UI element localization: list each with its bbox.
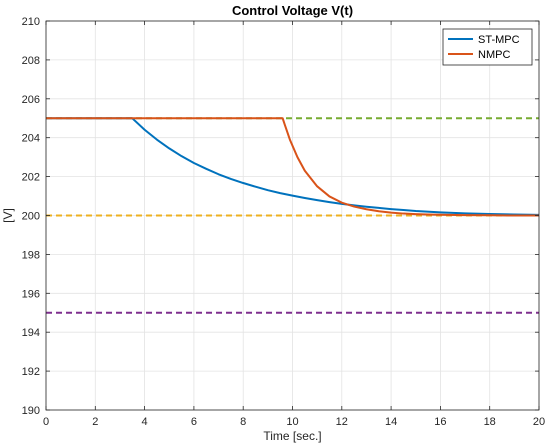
y-tick-label: 194 [22, 327, 40, 339]
chart-title: Control Voltage V(t) [232, 3, 353, 18]
y-tick-labels: 190 192 194 196 198 200 202 204 206 208 210 [22, 16, 539, 417]
y-tick-label: 200 [22, 211, 40, 223]
x-tick-label: 4 [142, 416, 148, 428]
x-tick-label: 6 [191, 416, 197, 428]
x-tick-label: 0 [43, 416, 49, 428]
x-tick-label: 20 [533, 416, 545, 428]
legend-box [442, 28, 533, 66]
x-tick-label: 8 [240, 416, 246, 428]
y-axis-label: [V] [1, 208, 15, 223]
y-tick-label: 198 [22, 249, 40, 261]
x-tick-label: 2 [92, 416, 98, 428]
y-tick-label: 208 [22, 55, 40, 67]
x-tick-label: 16 [434, 416, 446, 428]
legend: ST-MPC NMPC [442, 28, 533, 66]
series-line-nmpc [46, 117, 539, 217]
x-tick-label: 10 [286, 416, 298, 428]
y-tick-label: 210 [22, 16, 40, 28]
x-tick-label: 12 [336, 416, 348, 428]
series-line-st-mpc [46, 117, 540, 216]
x-tick-labels: 0 2 4 6 8 10 12 14 16 18 20 [43, 21, 545, 428]
legend-label: NMPC [478, 49, 510, 61]
x-tick-label: 18 [484, 416, 496, 428]
series-layer [46, 117, 540, 314]
y-tick-label: 202 [22, 172, 40, 184]
y-tick-label: 206 [22, 94, 40, 106]
legend-label: ST-MPC [478, 34, 520, 46]
x-axis-label: Time [sec.] [263, 429, 321, 443]
y-tick-label: 196 [22, 288, 40, 300]
x-tick-label: 14 [385, 416, 397, 428]
y-tick-label: 190 [22, 405, 40, 417]
y-tick-label: 204 [22, 133, 40, 145]
y-tick-label: 192 [22, 366, 40, 378]
